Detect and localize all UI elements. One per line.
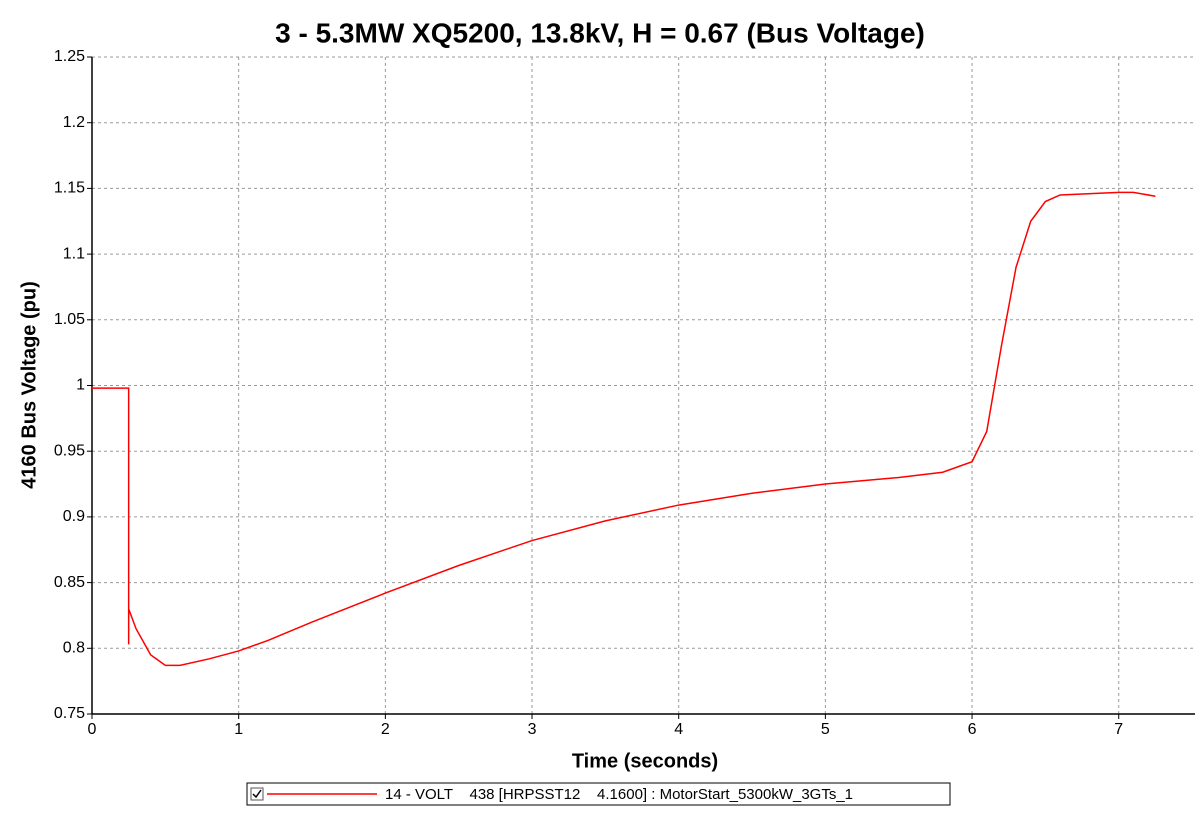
- y-tick-label: 1.25: [54, 48, 85, 65]
- y-tick-label: 0.95: [54, 442, 85, 459]
- legend-label: 14 - VOLT 438 [HRPSST12 4.1600] : MotorS…: [385, 786, 853, 803]
- x-tick-label: 6: [968, 721, 977, 738]
- y-tick-label: 1.15: [54, 180, 85, 197]
- x-tick-label: 0: [88, 721, 97, 738]
- y-tick-label: 1.1: [63, 245, 85, 262]
- x-tick-label: 2: [381, 721, 390, 738]
- legend-check: [252, 789, 262, 799]
- y-tick-label: 1.05: [54, 311, 85, 328]
- x-tick-label: 4: [674, 721, 683, 738]
- y-tick-label: 0.75: [54, 705, 85, 722]
- legend-checkbox: [250, 787, 264, 801]
- y-tick-label: 1.2: [63, 114, 85, 131]
- legend-box: [246, 782, 951, 806]
- x-tick-label: 7: [1114, 721, 1123, 738]
- y-tick-label: 1: [76, 377, 85, 394]
- y-tick-label: 0.8: [63, 640, 85, 657]
- y-axis-label: 4160 Bus Voltage (pu): [18, 281, 40, 488]
- x-tick-label: 1: [234, 721, 243, 738]
- chart-title: 3 - 5.3MW XQ5200, 13.8kV, H = 0.67 (Bus …: [275, 17, 925, 48]
- y-tick-label: 0.9: [63, 508, 85, 525]
- data-line: [92, 191, 1156, 667]
- x-tick-label: 3: [528, 721, 537, 738]
- x-axis-label: Time (seconds): [572, 750, 718, 772]
- x-tick-label: 5: [821, 721, 830, 738]
- y-tick-label: 0.85: [54, 574, 85, 591]
